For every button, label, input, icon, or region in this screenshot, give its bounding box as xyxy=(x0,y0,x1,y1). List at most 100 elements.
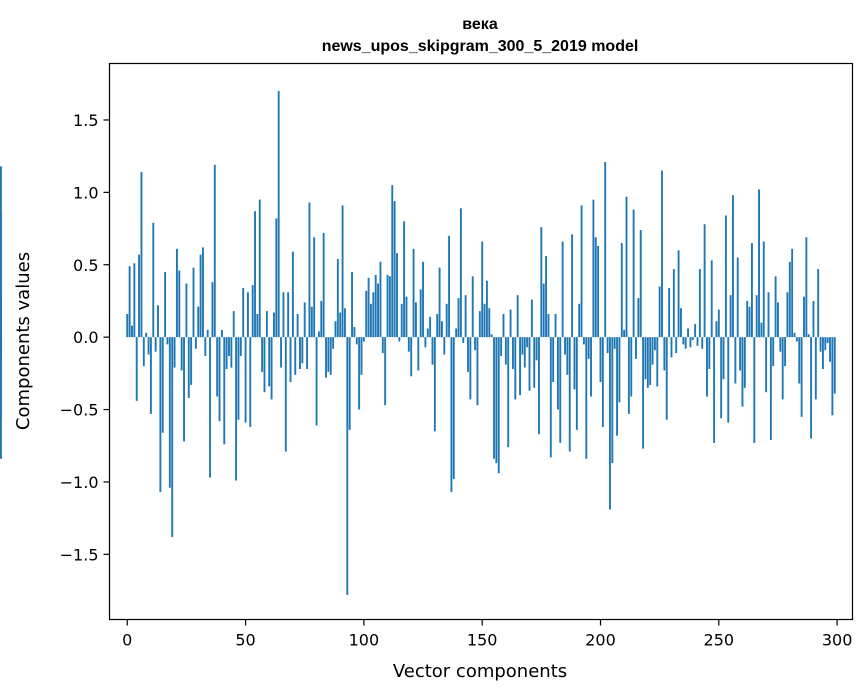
bar xyxy=(462,337,465,343)
x-tick-label: 50 xyxy=(235,631,255,650)
bar xyxy=(348,337,351,430)
bar xyxy=(370,303,372,338)
bar xyxy=(481,241,484,338)
bar xyxy=(268,337,271,387)
bar xyxy=(736,257,739,338)
bar xyxy=(448,235,450,338)
bar xyxy=(400,303,403,338)
bar xyxy=(391,185,394,338)
bar xyxy=(258,199,261,338)
bar xyxy=(334,321,337,338)
bar xyxy=(720,337,723,419)
bar xyxy=(417,337,420,371)
bar xyxy=(194,337,197,349)
bar xyxy=(609,337,611,510)
bar xyxy=(159,337,162,493)
bar xyxy=(251,285,254,338)
bar xyxy=(833,337,836,394)
bar xyxy=(450,337,453,493)
bar xyxy=(303,302,306,338)
bar xyxy=(133,263,136,338)
bar xyxy=(590,337,592,397)
bar xyxy=(346,337,349,595)
bar xyxy=(138,254,141,338)
bar xyxy=(343,308,346,338)
bar xyxy=(507,337,510,448)
bar xyxy=(493,337,495,459)
bar xyxy=(680,308,682,338)
bar xyxy=(545,256,548,338)
bar xyxy=(684,337,687,349)
bar xyxy=(175,248,178,338)
bar xyxy=(412,248,415,338)
bar xyxy=(301,337,304,364)
bar xyxy=(566,337,569,375)
bar xyxy=(639,230,642,338)
bar xyxy=(204,337,207,356)
bar xyxy=(322,232,325,338)
bar xyxy=(128,266,131,338)
bar xyxy=(464,295,467,338)
bar xyxy=(438,267,441,338)
bar xyxy=(488,308,491,338)
bar xyxy=(485,280,488,338)
bar xyxy=(147,337,150,355)
bar xyxy=(791,248,794,338)
bar xyxy=(325,337,327,378)
bar xyxy=(554,313,557,338)
y-tick-label: −1.0 xyxy=(60,473,99,492)
y-axis-ticks: −1.5 −1.0 −0.5 0.0 0.5 1.0 1.5 xyxy=(60,111,110,564)
bar xyxy=(396,253,398,338)
bar xyxy=(341,205,344,338)
bar xyxy=(829,337,831,362)
bar xyxy=(786,292,789,338)
bar xyxy=(611,337,614,464)
bar xyxy=(320,300,323,338)
bar xyxy=(209,337,212,478)
bar xyxy=(509,309,512,338)
bar xyxy=(831,337,834,416)
x-tick-label: 250 xyxy=(704,631,735,650)
bar xyxy=(646,337,649,388)
bar xyxy=(613,337,616,349)
bar xyxy=(327,337,330,372)
bar xyxy=(249,337,252,427)
bar xyxy=(597,245,600,338)
bar xyxy=(353,327,356,338)
bar xyxy=(355,337,358,345)
bar xyxy=(732,195,734,338)
bar xyxy=(670,337,673,358)
bar xyxy=(216,337,219,397)
bar xyxy=(455,328,458,338)
y-tick-label: 1.0 xyxy=(73,183,98,202)
bar xyxy=(755,295,758,338)
bar xyxy=(407,337,410,352)
bar xyxy=(145,332,148,338)
bar xyxy=(206,329,209,338)
bar xyxy=(578,303,581,338)
bar xyxy=(365,290,368,338)
bar xyxy=(422,261,424,338)
bar xyxy=(564,337,566,355)
bar xyxy=(497,337,500,474)
chart-title: века xyxy=(462,16,498,33)
bar xyxy=(429,316,432,338)
bar xyxy=(717,309,720,338)
bar xyxy=(706,337,708,397)
bar xyxy=(653,337,656,351)
bar xyxy=(452,337,455,480)
x-tick-label: 300 xyxy=(822,631,853,650)
bar xyxy=(410,337,413,377)
bar xyxy=(230,337,233,368)
bar xyxy=(306,337,309,370)
bar xyxy=(225,337,228,370)
bar xyxy=(424,337,427,348)
bar xyxy=(284,337,287,452)
bar xyxy=(715,321,718,338)
bar xyxy=(299,337,301,370)
bar xyxy=(540,227,543,338)
bar xyxy=(526,337,529,348)
bar xyxy=(0,212,2,338)
bar xyxy=(795,337,798,342)
bar xyxy=(698,269,701,338)
